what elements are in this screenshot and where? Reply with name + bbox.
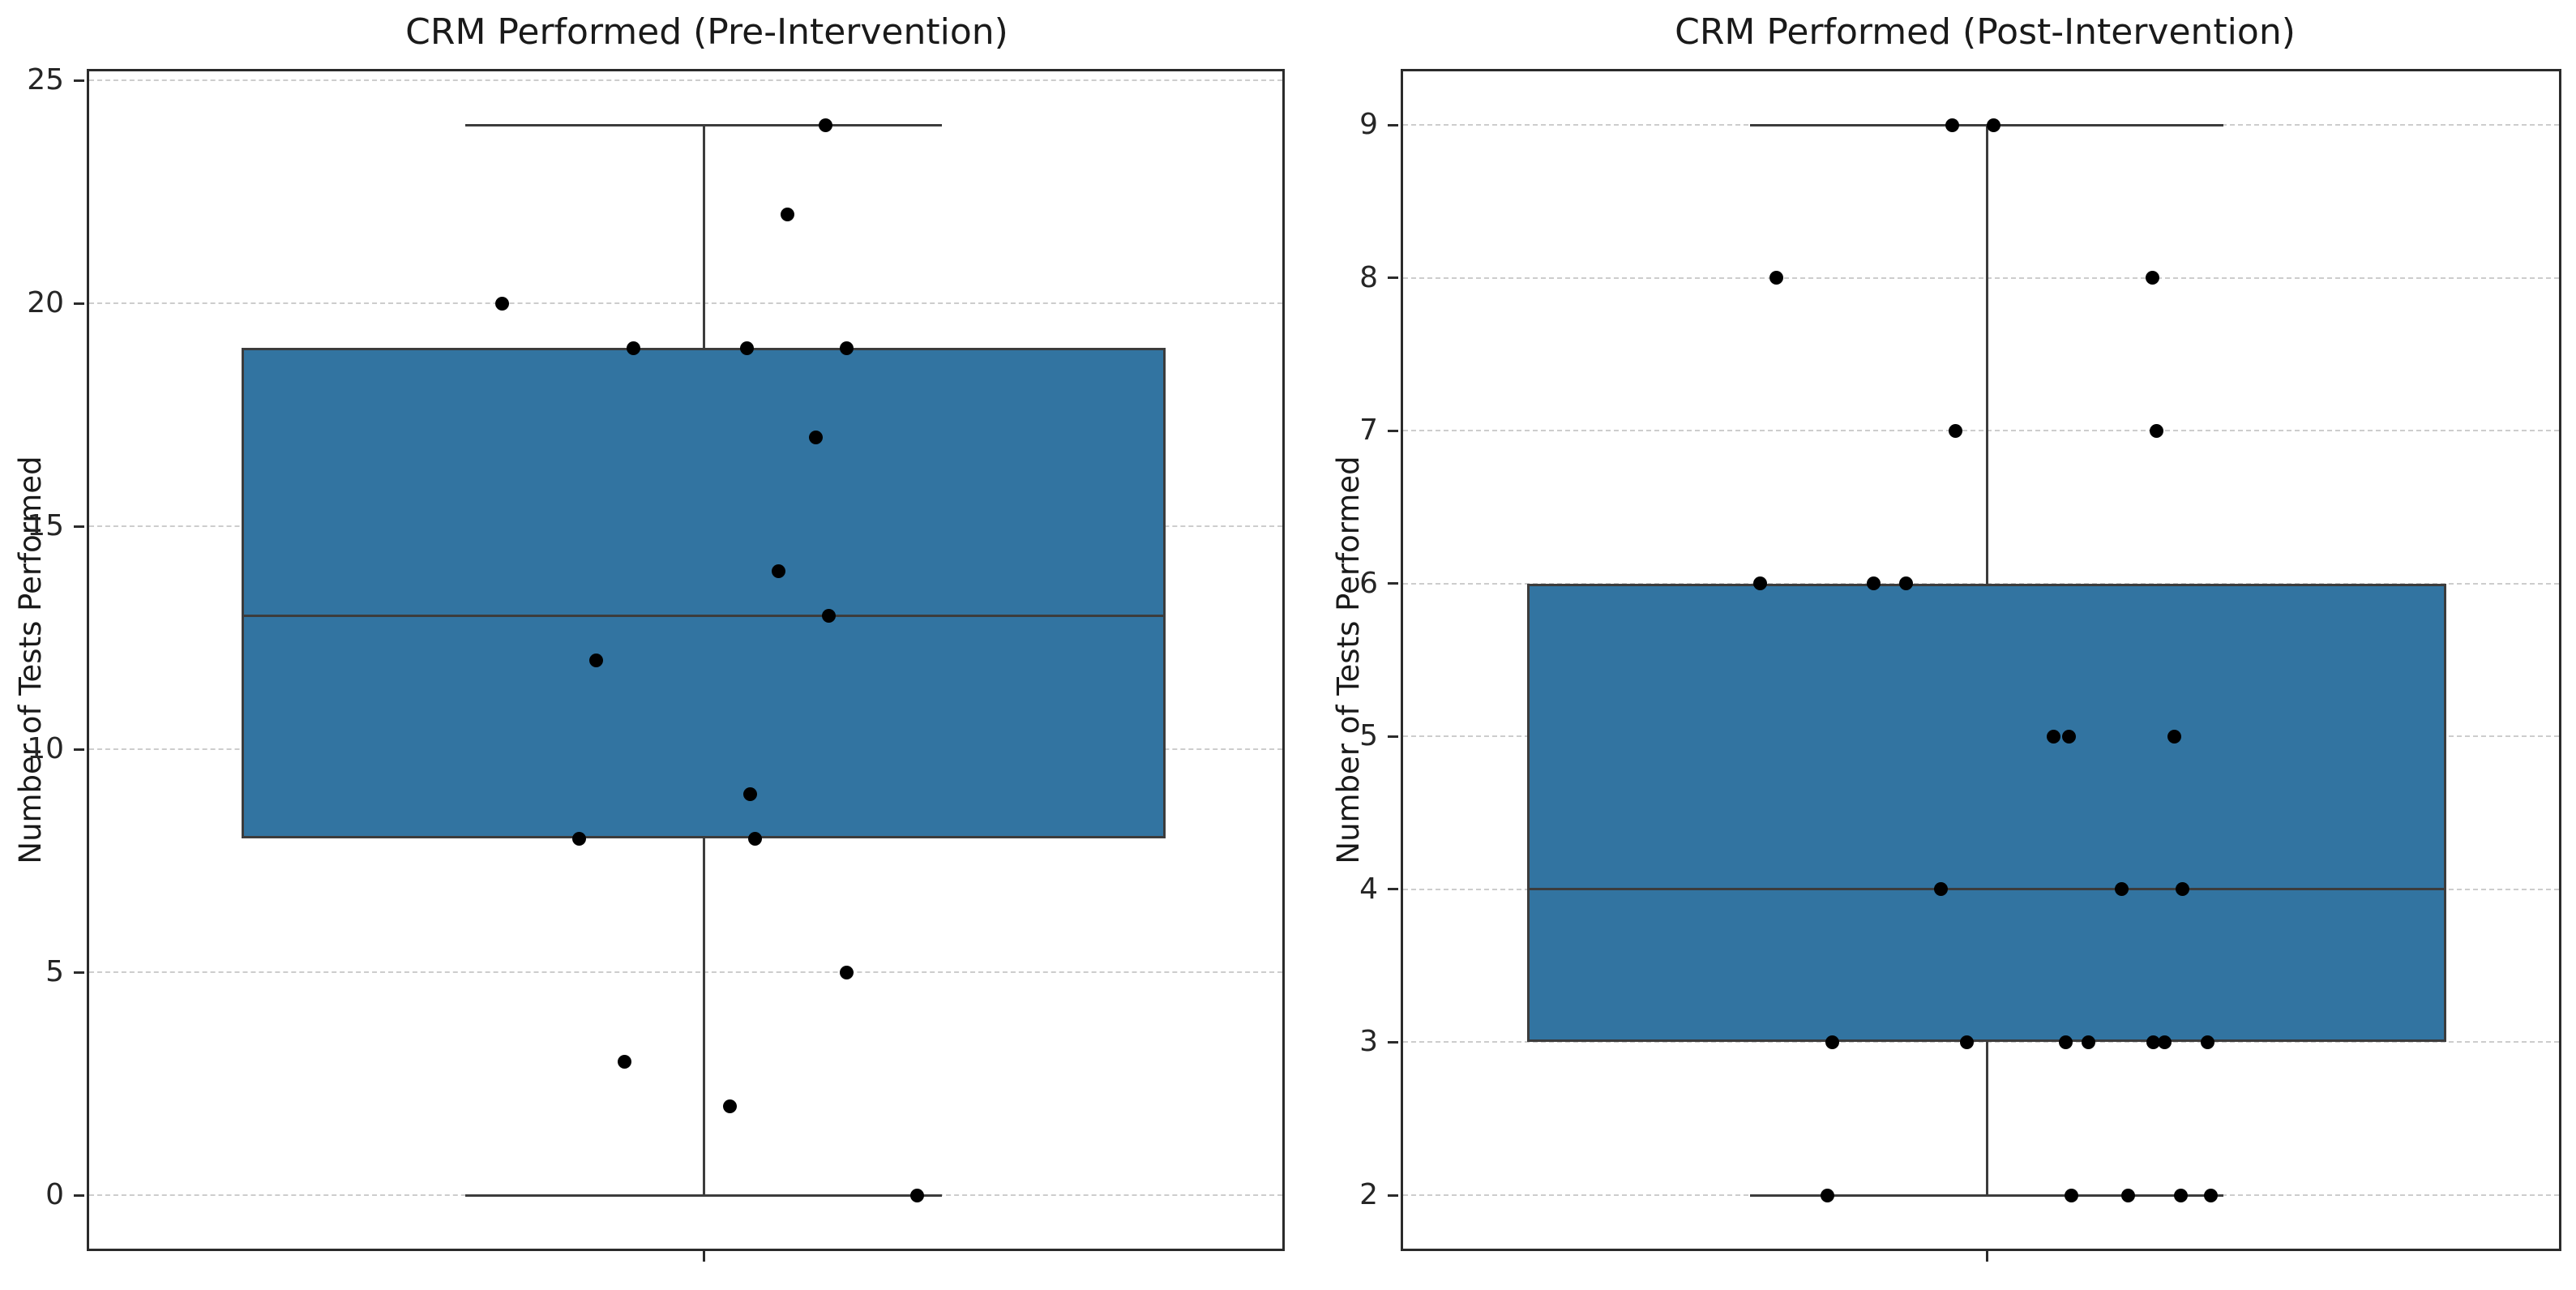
data-point-9 bbox=[1987, 118, 2001, 132]
ytick-label-7: 7 bbox=[1359, 414, 1378, 448]
ytick-label-15: 15 bbox=[27, 509, 64, 542]
axes-pre bbox=[87, 69, 1285, 1251]
data-point-8 bbox=[572, 831, 587, 846]
data-point-2 bbox=[1820, 1188, 1834, 1202]
ytick-label-3: 3 bbox=[1359, 1025, 1378, 1059]
ytick-mark-25 bbox=[74, 79, 84, 82]
upper-whisker bbox=[702, 125, 705, 348]
ytick-mark-4 bbox=[1388, 888, 1398, 891]
data-point-3 bbox=[1960, 1035, 1975, 1049]
ytick-mark-5 bbox=[74, 971, 84, 974]
ytick-mark-9 bbox=[1388, 123, 1398, 126]
ytick-mark-2 bbox=[1388, 1194, 1398, 1197]
xtick-mark bbox=[702, 1251, 705, 1262]
data-point-2 bbox=[2204, 1188, 2219, 1202]
data-point-4 bbox=[1933, 882, 1948, 897]
data-point-5 bbox=[2047, 729, 2061, 744]
data-point-7 bbox=[1949, 423, 1963, 438]
data-point-4 bbox=[2115, 882, 2129, 897]
whisker-cap-high bbox=[1749, 123, 2224, 126]
upper-whisker bbox=[1985, 125, 1988, 584]
gridline-y-3 bbox=[1403, 1041, 2559, 1044]
y-axis-label-post: Number of Tests Performed bbox=[1331, 456, 1366, 864]
data-point-0 bbox=[910, 1188, 925, 1202]
data-point-5 bbox=[2167, 729, 2181, 744]
gridline-y-7 bbox=[1403, 430, 2559, 432]
xtick-mark bbox=[1985, 1251, 1988, 1262]
data-point-7 bbox=[2150, 423, 2164, 438]
gridline-y-8 bbox=[1403, 276, 2559, 279]
chart-title-pre: CRM Performed (Pre-Intervention) bbox=[405, 11, 1008, 53]
ytick-mark-0 bbox=[74, 1194, 84, 1197]
data-point-8 bbox=[2145, 271, 2159, 285]
ytick-label-9: 9 bbox=[1359, 108, 1378, 141]
ytick-label-25: 25 bbox=[27, 63, 64, 96]
data-point-5 bbox=[2061, 729, 2076, 744]
gridline-y-25 bbox=[89, 79, 1282, 81]
data-point-19 bbox=[739, 341, 754, 355]
axes-post bbox=[1401, 69, 2561, 1251]
iqr-box bbox=[1527, 583, 2446, 1043]
data-point-9 bbox=[742, 786, 757, 801]
data-point-13 bbox=[822, 608, 837, 623]
data-point-8 bbox=[1769, 271, 1784, 285]
gridline-y-5 bbox=[89, 971, 1282, 973]
data-point-9 bbox=[1945, 118, 1959, 132]
data-point-24 bbox=[818, 118, 832, 132]
data-point-5 bbox=[840, 965, 854, 979]
data-point-6 bbox=[1898, 576, 1913, 591]
ytick-label-6: 6 bbox=[1359, 566, 1378, 600]
ytick-mark-5 bbox=[1388, 735, 1398, 738]
ytick-label-10: 10 bbox=[27, 732, 64, 765]
ytick-mark-20 bbox=[74, 302, 84, 305]
data-point-4 bbox=[2175, 882, 2189, 897]
lower-whisker bbox=[1985, 1042, 1988, 1195]
data-point-14 bbox=[772, 564, 786, 578]
ytick-label-4: 4 bbox=[1359, 872, 1378, 906]
data-point-2 bbox=[2064, 1188, 2078, 1202]
data-point-12 bbox=[589, 653, 604, 667]
lower-whisker bbox=[702, 838, 705, 1195]
ytick-label-20: 20 bbox=[27, 286, 64, 319]
data-point-2 bbox=[722, 1099, 737, 1113]
data-point-6 bbox=[1753, 576, 1768, 591]
data-point-3 bbox=[2146, 1035, 2160, 1049]
data-point-19 bbox=[840, 341, 854, 355]
data-point-3 bbox=[2082, 1035, 2096, 1049]
ytick-label-5: 5 bbox=[45, 955, 64, 988]
whisker-cap-low bbox=[464, 1194, 943, 1197]
ytick-mark-7 bbox=[1388, 429, 1398, 432]
data-point-3 bbox=[1825, 1035, 1839, 1049]
data-point-3 bbox=[2200, 1035, 2214, 1049]
data-point-17 bbox=[808, 430, 823, 444]
ytick-label-0: 0 bbox=[45, 1178, 64, 1211]
y-axis-label-pre: Number of Tests Performed bbox=[13, 456, 48, 864]
gridline-y-20 bbox=[89, 302, 1282, 304]
median-line bbox=[1527, 888, 2446, 891]
chart-title-post: CRM Performed (Post-Intervention) bbox=[1675, 11, 2296, 53]
ytick-label-5: 5 bbox=[1359, 719, 1378, 753]
ytick-label-8: 8 bbox=[1359, 260, 1378, 294]
data-point-8 bbox=[747, 831, 762, 846]
data-point-2 bbox=[2120, 1188, 2135, 1202]
data-point-3 bbox=[618, 1054, 632, 1069]
data-point-19 bbox=[626, 341, 640, 355]
whisker-cap-low bbox=[1749, 1194, 2224, 1197]
data-point-3 bbox=[2058, 1035, 2073, 1049]
ytick-mark-6 bbox=[1388, 582, 1398, 585]
data-point-22 bbox=[780, 207, 794, 221]
ytick-mark-10 bbox=[74, 748, 84, 751]
median-line bbox=[241, 614, 1166, 617]
ytick-mark-15 bbox=[74, 525, 84, 528]
data-point-2 bbox=[2174, 1188, 2189, 1202]
data-point-3 bbox=[2158, 1035, 2172, 1049]
data-point-6 bbox=[1866, 576, 1881, 591]
whisker-cap-high bbox=[464, 123, 943, 126]
iqr-box bbox=[241, 348, 1166, 838]
ytick-label-2: 2 bbox=[1359, 1178, 1378, 1211]
ytick-mark-3 bbox=[1388, 1040, 1398, 1044]
data-point-20 bbox=[494, 296, 509, 311]
ytick-mark-8 bbox=[1388, 276, 1398, 280]
